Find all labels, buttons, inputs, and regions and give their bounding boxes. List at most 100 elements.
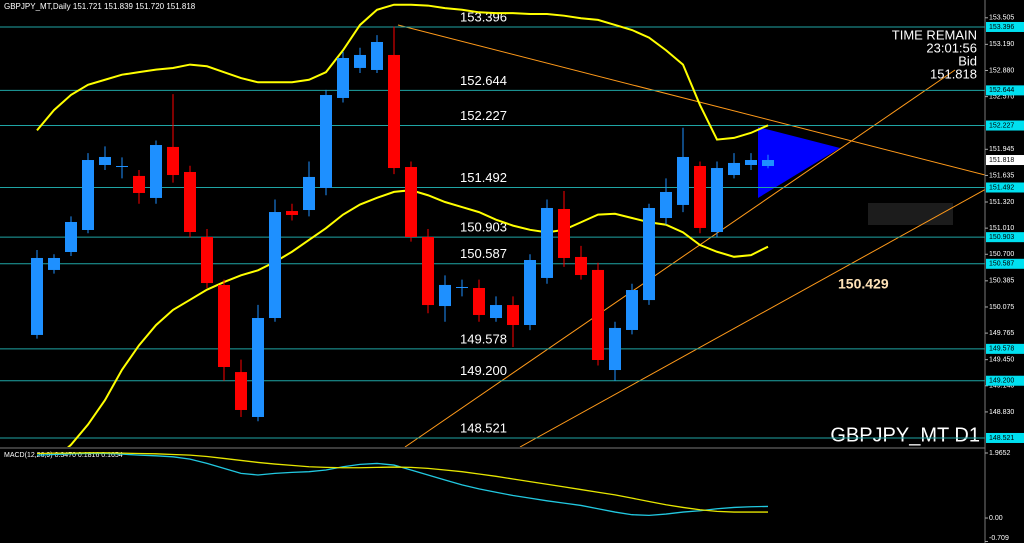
level-price-label: 149.578	[989, 346, 1014, 353]
candle-body	[337, 58, 349, 98]
level-price-box	[986, 85, 1024, 96]
candle-body	[405, 167, 417, 237]
candle-body	[133, 175, 145, 193]
candle-body	[473, 287, 485, 315]
y-tick-label: 1.9652	[989, 450, 1011, 457]
candle-body	[609, 327, 621, 371]
current-price-label: 151.818	[989, 157, 1014, 164]
band-line	[36, 3, 769, 141]
candle-body	[541, 207, 553, 278]
level-label: 152.644	[460, 73, 507, 88]
level-price-label: 149.200	[989, 378, 1014, 385]
level-price-label: 152.644	[989, 87, 1014, 94]
candle-body	[286, 211, 298, 215]
chart-title: GBPJPY_MT,Daily 151.721 151.839 151.720 …	[4, 2, 196, 11]
candle-body	[694, 166, 706, 228]
y-tick-label: 152.570	[989, 93, 1014, 100]
candle-body	[507, 305, 519, 326]
candle-body	[762, 160, 774, 167]
candle-body	[320, 95, 332, 189]
macd-title: MACD(12,26,9) 0.3470 0.1816 0.1654	[4, 452, 123, 459]
drawings	[397, 24, 985, 447]
level-label: 150.903	[460, 220, 507, 235]
level-price-label: 151.492	[989, 184, 1014, 191]
level-price-label: 152.227	[989, 122, 1014, 129]
candle-body	[626, 290, 638, 330]
candle-body	[388, 54, 400, 169]
macd-line	[36, 452, 768, 513]
y-tick-label: 153.190	[989, 41, 1014, 48]
candle-body	[371, 41, 383, 70]
symbol-label: GBPJPY_MT D1	[830, 424, 980, 446]
triangle	[758, 127, 840, 198]
candle-body	[167, 146, 179, 176]
candle-body	[660, 191, 672, 219]
time-remain-label: TIME REMAIN	[892, 27, 977, 42]
y-tick-label: 151.010	[989, 225, 1014, 232]
level-label: 148.521	[460, 420, 507, 435]
level-label: 149.200	[460, 363, 507, 378]
candle-body	[82, 160, 94, 230]
current-price-box	[986, 155, 1024, 166]
level-label: 152.227	[460, 108, 507, 123]
candle-body	[218, 284, 230, 367]
level-price-box	[986, 375, 1024, 386]
level-label: 150.587	[460, 246, 507, 261]
level-price-box	[986, 232, 1024, 243]
trend-line	[397, 24, 985, 176]
candle-body	[490, 305, 502, 319]
candle-body	[677, 156, 689, 205]
candle-body	[354, 54, 366, 68]
y-tick-label: 151.635	[989, 172, 1014, 179]
candle-body	[48, 257, 60, 270]
time-remain: 23:01:56	[926, 40, 977, 55]
macd-panel	[36, 452, 769, 517]
level-price-box	[986, 21, 1024, 32]
candle-body	[235, 372, 247, 410]
level-price-label: 150.903	[989, 234, 1014, 241]
candle-body	[422, 236, 434, 306]
bid-label: Bid	[958, 53, 977, 68]
level-price-box	[986, 120, 1024, 131]
level-price-label: 150.587	[989, 261, 1014, 268]
level-price-box	[986, 432, 1024, 443]
trend-line	[519, 189, 985, 447]
main-panel: 153.396152.644152.227151.492150.903150.5…	[0, 3, 985, 447]
y-tick-label: 149.140	[989, 383, 1014, 390]
level-label: 149.578	[460, 331, 507, 346]
level-price-label: 148.521	[989, 435, 1014, 442]
candle-body	[439, 284, 451, 307]
candle-body	[303, 176, 315, 211]
candle-body	[728, 162, 740, 176]
level-price-box	[986, 343, 1024, 354]
candle-body	[558, 208, 570, 258]
y-tick-label: 152.880	[989, 67, 1014, 74]
candle-body	[269, 212, 281, 319]
candle-body	[524, 260, 536, 326]
y-tick-label: -0.709	[989, 535, 1009, 542]
y-tick-label: 151.320	[989, 199, 1014, 206]
target-label: 150.429	[838, 276, 889, 292]
y-tick-label: 151.945	[989, 146, 1014, 153]
candle-body	[65, 221, 77, 252]
candle-body	[99, 156, 111, 165]
candle-body	[456, 286, 468, 288]
y-tick-label: 153.505	[989, 15, 1014, 22]
candle-body	[201, 236, 213, 284]
candle-body	[184, 171, 196, 233]
y-tick-label: 0.00	[989, 515, 1003, 522]
y-tick-label: 150.385	[989, 278, 1014, 285]
y-tick-label: 149.450	[989, 357, 1014, 364]
level-price-box	[986, 258, 1024, 269]
y-tick-label: 148.830	[989, 409, 1014, 416]
candle-body	[643, 207, 655, 301]
candle-body	[150, 145, 162, 198]
candle-body	[592, 269, 604, 360]
level-price-label: 153.396	[989, 24, 1014, 31]
candle-body	[745, 160, 757, 165]
y-tick-label: 149.765	[989, 330, 1014, 337]
candle-body	[711, 168, 723, 233]
candle-body	[116, 166, 128, 168]
